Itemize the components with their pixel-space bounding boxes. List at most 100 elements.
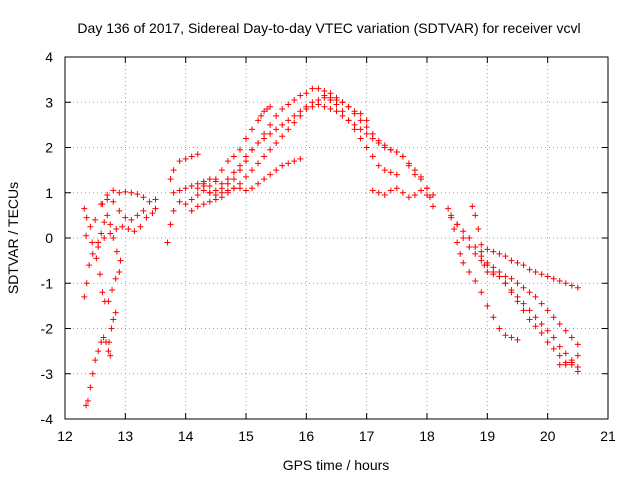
y-tick-label: -3	[41, 366, 54, 382]
data-point	[267, 171, 274, 178]
data-point	[520, 300, 527, 307]
data-point	[110, 235, 117, 241]
data-point	[267, 130, 274, 137]
data-point	[109, 287, 116, 294]
data-point	[520, 262, 527, 269]
data-point	[411, 167, 418, 174]
data-point	[291, 158, 298, 165]
data-point	[99, 201, 106, 208]
data-point	[574, 368, 581, 375]
data-point	[176, 187, 183, 194]
series-arc17	[454, 221, 581, 348]
series-arc8	[164, 103, 274, 246]
data-point	[146, 198, 153, 205]
data-point	[381, 192, 388, 199]
data-point	[574, 284, 581, 291]
data-point	[490, 314, 497, 321]
data-point	[484, 302, 491, 309]
data-point	[285, 101, 292, 108]
data-point	[357, 126, 364, 133]
data-point	[243, 187, 249, 194]
data-point	[170, 207, 177, 214]
data-point	[387, 187, 394, 194]
data-point	[520, 284, 527, 291]
data-point	[273, 126, 280, 133]
data-point	[89, 239, 96, 246]
data-point	[508, 289, 515, 296]
data-point	[182, 201, 189, 208]
data-point	[490, 271, 497, 278]
data-markers	[81, 85, 581, 409]
y-tick-label: 1	[45, 185, 53, 201]
data-point	[112, 275, 119, 282]
data-point	[273, 112, 280, 119]
data-point	[104, 196, 111, 203]
y-tick-label: 4	[45, 49, 53, 65]
data-point	[107, 352, 114, 359]
data-point	[200, 201, 207, 208]
data-point	[532, 323, 539, 330]
data-point	[387, 146, 394, 153]
data-point	[125, 225, 132, 232]
data-point	[460, 259, 467, 266]
data-point	[285, 160, 292, 167]
data-point	[363, 124, 370, 131]
y-tick-label: -1	[41, 275, 54, 291]
data-point	[405, 160, 412, 167]
data-point	[399, 189, 406, 196]
series-arc2	[106, 309, 119, 346]
x-tick-label: 20	[540, 428, 556, 444]
data-point	[369, 130, 376, 137]
data-point	[303, 106, 310, 113]
data-point	[514, 336, 521, 343]
data-point	[81, 205, 88, 212]
data-point	[279, 133, 286, 140]
data-point	[448, 212, 455, 219]
data-point	[532, 314, 539, 321]
series-arc10	[170, 94, 400, 196]
data-point	[357, 110, 364, 117]
data-point	[285, 126, 292, 133]
data-point	[95, 348, 102, 355]
data-point	[170, 189, 177, 196]
data-point	[472, 277, 479, 284]
data-point	[538, 300, 545, 307]
data-point	[297, 112, 304, 119]
x-tick-label: 18	[419, 428, 435, 444]
data-point	[224, 158, 231, 165]
data-point	[99, 289, 106, 296]
data-point	[230, 153, 237, 160]
data-point	[375, 189, 382, 196]
data-point	[502, 273, 509, 280]
data-point	[357, 135, 364, 142]
data-point	[140, 194, 147, 201]
data-point	[291, 119, 298, 126]
data-point	[574, 352, 581, 359]
series-arc13	[321, 92, 437, 210]
data-point	[363, 117, 370, 124]
data-point	[87, 384, 94, 391]
data-point	[98, 230, 105, 237]
data-point	[255, 139, 262, 146]
series-arc18	[469, 203, 581, 375]
series-arc3	[81, 250, 123, 305]
data-point	[101, 235, 108, 241]
data-point	[89, 250, 96, 257]
data-point	[83, 232, 90, 239]
data-point	[532, 268, 539, 275]
series-arc15	[445, 205, 521, 343]
data-point	[417, 187, 424, 194]
data-point	[544, 339, 551, 346]
data-point	[194, 203, 201, 210]
data-point	[297, 92, 304, 99]
data-point	[83, 280, 90, 287]
data-point	[236, 146, 243, 153]
data-point	[514, 259, 521, 266]
data-point	[93, 255, 100, 262]
data-point	[526, 316, 533, 323]
data-point	[218, 180, 225, 187]
data-point	[375, 162, 382, 169]
data-point	[167, 176, 174, 183]
data-point	[496, 250, 503, 257]
series-arc19	[478, 241, 581, 291]
